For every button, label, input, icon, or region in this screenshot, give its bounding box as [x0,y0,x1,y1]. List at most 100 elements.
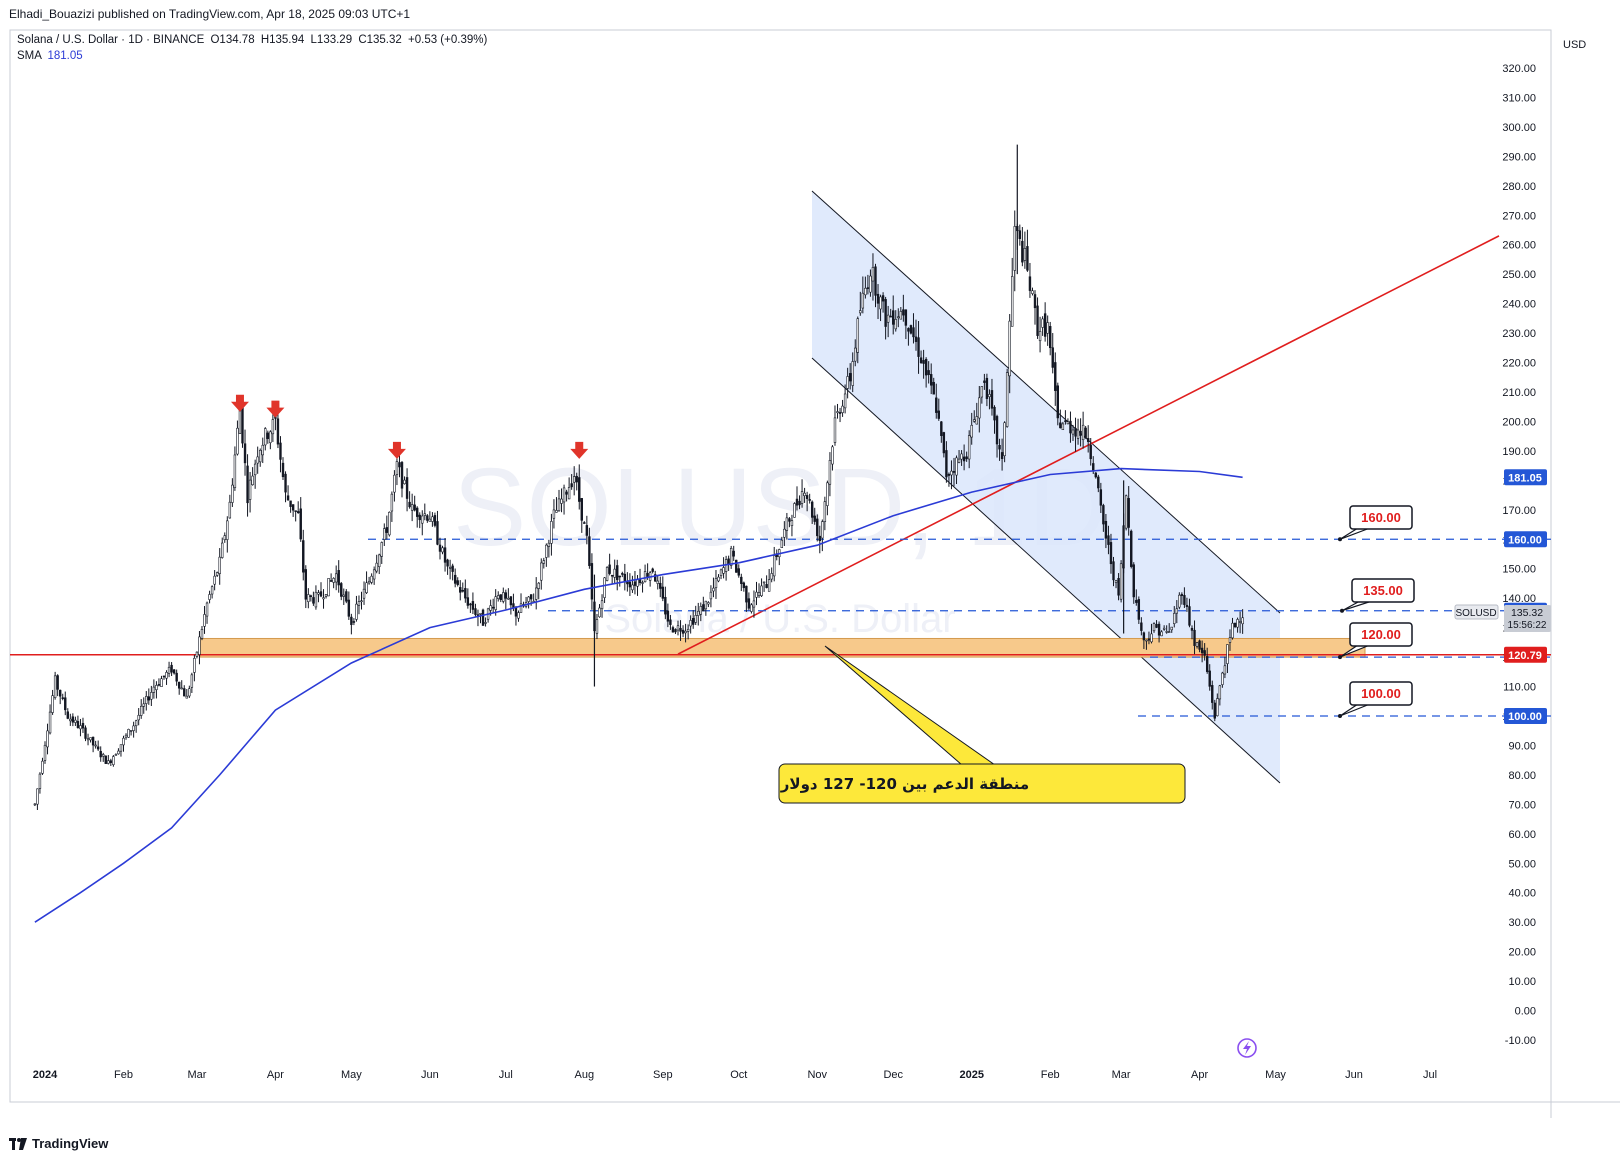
candle-body [664,596,667,615]
candle [1005,368,1009,428]
candle [74,716,77,726]
candle-body [552,509,556,519]
candle-body [694,615,697,623]
candle-body [947,473,951,476]
support-callout-box[interactable] [778,763,1186,804]
candle-body [828,460,832,485]
level-callout-box[interactable] [1349,505,1413,530]
countdown-text: 15:56:22 [1508,620,1547,631]
candle-body [932,381,935,395]
candle [557,489,561,512]
candle [973,410,976,423]
candle-body [96,746,100,750]
candle-body [605,567,609,581]
candle-body [1231,622,1234,639]
candle [570,474,573,490]
level-callout-box[interactable] [1349,622,1413,647]
candle-body [443,547,447,563]
candle [157,678,161,687]
candle [1003,421,1006,463]
time-tick-label: Apr [1191,1069,1208,1081]
last-price-badge [1504,604,1551,632]
level-callout-box[interactable] [1351,578,1415,603]
price-tick-label: 110.00 [1503,682,1536,694]
tradingview-logo[interactable]: TradingView [9,1136,108,1151]
candle-body [1084,427,1087,439]
candle [616,559,619,591]
candle-body [221,542,224,558]
candle-body [190,674,194,688]
candle-body [286,495,290,501]
candle [540,558,543,590]
level-callout-box[interactable] [1349,681,1413,706]
candle [165,670,168,685]
candle-body [236,427,239,455]
candle-body [651,568,654,572]
candle [864,276,867,299]
time-tick-label: 2025 [959,1069,983,1081]
candle-body [107,760,110,764]
candle [889,308,892,318]
candle-body [960,453,963,460]
candle [324,594,328,599]
candle-body [1041,318,1044,328]
candle-body [719,569,723,576]
candle [978,385,981,433]
candle [618,575,621,587]
sell-arrow-icon [230,394,249,412]
lightning-icon[interactable] [1237,1038,1257,1058]
candle-body [1104,521,1108,539]
candle [193,654,196,682]
candle-body [998,444,1001,450]
candle-body [413,504,416,511]
candle [1190,625,1194,640]
candle-body [727,558,730,565]
candle-body [704,600,708,610]
candle [871,253,875,301]
candle-body [681,629,685,634]
candle-body [1238,621,1242,623]
channel-lower-line[interactable] [811,357,1281,784]
candle-body [446,559,449,567]
candle [36,788,39,810]
candle [1231,617,1234,640]
price-tick-label: 140.00 [1502,593,1536,605]
candle [821,519,824,552]
candle [137,708,140,726]
candle-body [352,621,356,623]
candle [124,733,128,740]
candle [205,601,209,624]
candle [1170,626,1173,633]
candle [866,274,870,295]
candle [588,527,591,569]
change-value: +0.53 (+0.39%) [408,34,488,46]
candle-body [370,575,373,583]
sma-line[interactable] [34,467,1243,923]
candle-body [302,540,305,573]
candle [1137,596,1141,624]
candle-body [94,744,97,747]
candle [251,467,254,486]
candle-body [1124,495,1128,529]
candle-body [1000,452,1004,459]
candle [562,484,566,515]
candle-body [276,418,280,445]
sma-legend[interactable]: SMA 181.05 [17,50,83,62]
candle [289,500,292,513]
candle [1028,262,1032,298]
candle [142,697,145,714]
candle-body [390,493,394,512]
candle-body [155,685,158,691]
candle-body [431,516,434,522]
channel-upper-line[interactable] [811,190,1281,614]
candle-body [142,703,145,707]
candle-body [170,664,173,673]
candle-body [1226,644,1229,664]
candle-body [58,689,62,697]
candle-body [281,462,285,478]
candle [823,496,827,531]
price-tick-label: 70.00 [1508,799,1536,811]
candle [1114,579,1118,589]
candle [119,744,123,757]
